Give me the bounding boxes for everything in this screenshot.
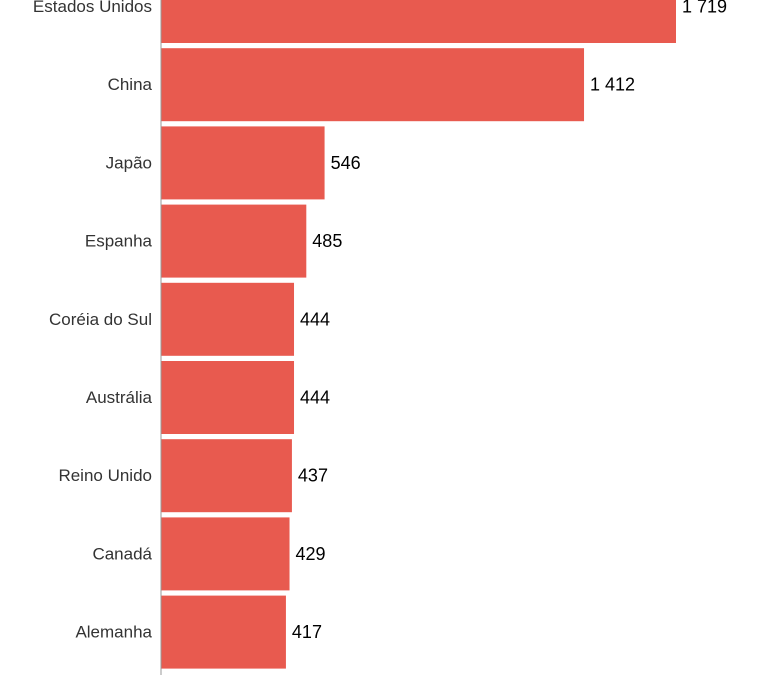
value-label-7: 429: [296, 544, 326, 564]
bar-1: [161, 48, 585, 122]
bar-7: [161, 517, 290, 591]
bar-4: [161, 282, 295, 356]
category-label-1: China: [108, 75, 153, 94]
bar-5: [161, 361, 295, 434]
value-label-5: 444: [300, 388, 330, 408]
value-label-8: 417: [292, 622, 322, 642]
category-label-5: Austrália: [86, 388, 153, 407]
bar-2: [161, 126, 325, 200]
category-labels-group: Estados Unidos China Japão Espanha Coréia do…: [33, 0, 153, 642]
value-label-6: 437: [298, 466, 328, 486]
category-label-0: Estados Unidos: [33, 0, 152, 16]
value-label-0: 1 719: [682, 0, 727, 17]
category-label-7: Canadá: [92, 544, 152, 563]
category-label-3: Espanha: [85, 232, 153, 251]
category-label-6: Reino Unido: [58, 466, 152, 485]
value-label-4: 444: [300, 309, 330, 329]
bars-group: [161, 0, 676, 669]
value-labels-group: 1 719 1 412 546 485 444 444 437 429 417: [292, 0, 727, 642]
bar-8: [161, 595, 286, 669]
bar-3: [161, 204, 307, 278]
value-label-3: 485: [312, 231, 342, 251]
bar-0: [161, 0, 676, 43]
bar-6: [161, 439, 292, 513]
category-label-8: Alemanha: [75, 623, 152, 642]
category-label-4: Coréia do Sul: [49, 310, 152, 329]
value-label-1: 1 412: [590, 75, 635, 95]
value-label-2: 546: [331, 153, 361, 173]
category-label-2: Japão: [106, 153, 152, 172]
